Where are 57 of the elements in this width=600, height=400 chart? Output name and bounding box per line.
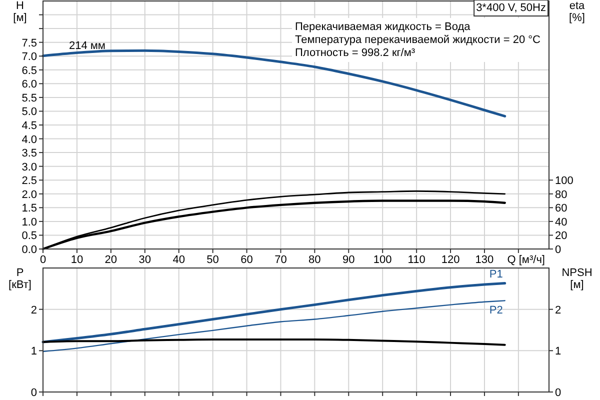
y2-tick-label: 80 [555, 188, 568, 201]
y-tick-label: 0.0 [22, 244, 37, 256]
x-tick-label: 40 [172, 254, 185, 266]
x-tick-label: 110 [408, 254, 426, 266]
y-tick-label: 0.5 [22, 230, 37, 242]
y-tick-label: 7.0 [22, 51, 37, 64]
x-tick-label: 30 [138, 254, 152, 266]
annotation: Температура перекачиваемой жидкости = 20 °C [295, 34, 541, 46]
x-tick-label: 70 [274, 254, 287, 266]
y-axis-title: P [кВт] [8, 267, 32, 291]
y2-tick-label: 0 [555, 244, 562, 256]
y-tick-label: 3.5 [22, 148, 37, 160]
y-tick-label: 2.0 [22, 188, 37, 201]
y-tick-label: 0 [30, 387, 37, 399]
y2-axis-title: eta [%] [569, 0, 586, 24]
x-tick-label: 100 [373, 254, 392, 266]
y2-tick-label: 0 [555, 387, 562, 399]
y-tick-label: 5.0 [22, 106, 37, 118]
y2-axis-title: NPSH [м] [562, 267, 592, 291]
y-tick-label: 4.5 [22, 120, 37, 132]
x-tick-label: 50 [206, 254, 219, 266]
x-tick-label: 0 [40, 254, 46, 266]
y2-tick-label: 1 [555, 346, 562, 358]
y-tick-label: 6.5 [22, 64, 37, 77]
y-tick-label: 1.5 [22, 202, 37, 215]
line-series [42, 49, 506, 118]
annotation: Перекачиваемая жидкость = Вода [295, 21, 472, 33]
y-tick-label: 1 [30, 346, 37, 358]
annotation: Плотность = 998.2 кг/м³ [295, 47, 416, 59]
y-tick-label: 4.0 [22, 134, 37, 146]
y2-tick-label: 100 [555, 175, 574, 188]
x-tick-label: 130 [475, 254, 494, 266]
x-tick-label: 90 [342, 254, 355, 266]
series-label: P2 [489, 304, 503, 317]
y-axis-title: H [м] [13, 0, 27, 24]
y-tick-label: 5.5 [22, 92, 37, 104]
y2-tick-label: 2 [555, 304, 562, 316]
y-tick-label: 7.5 [22, 37, 37, 50]
x-tick-label: 10 [70, 254, 84, 266]
y-tick-label: 2.5 [22, 175, 37, 188]
y-tick-label: 6.0 [22, 78, 37, 91]
y2-tick-label: 40 [555, 216, 568, 228]
line-series [42, 282, 506, 344]
x-axis-title: Q [м³/ч] [507, 254, 545, 266]
series-label: P1 [489, 268, 503, 280]
x-tick-label: 120 [441, 254, 460, 266]
series-label: 214 мм [68, 40, 106, 52]
y2-tick-label: 20 [555, 230, 568, 242]
y-tick-label: 1.0 [22, 216, 37, 228]
y-tick-label: 2 [30, 304, 37, 316]
x-tick-label: 60 [240, 254, 253, 266]
x-tick-label: 20 [104, 254, 118, 266]
chart-title: 3*400 V, 50Hz [476, 2, 546, 14]
x-tick-label: 80 [308, 254, 321, 266]
y-tick-label: 3.0 [22, 161, 37, 174]
line-series [42, 300, 506, 352]
y2-tick-label: 60 [555, 202, 568, 215]
